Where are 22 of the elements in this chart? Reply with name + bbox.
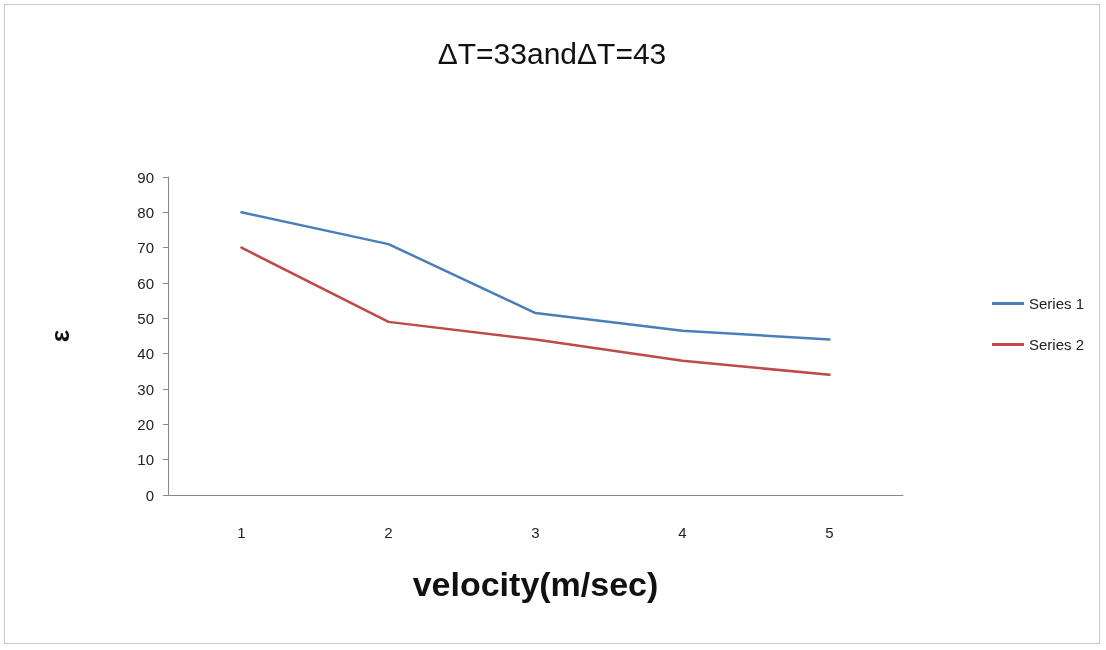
y-tick-label: 40 xyxy=(137,345,154,363)
y-tick-label: 70 xyxy=(137,239,154,257)
x-tick-label: 3 xyxy=(531,524,540,541)
y-tick-label: 30 xyxy=(137,380,154,398)
x-tick-label: 2 xyxy=(384,524,393,541)
line-series xyxy=(240,246,831,377)
line-series xyxy=(240,211,831,341)
x-tick-label: 5 xyxy=(825,524,834,541)
y-tick-label: 10 xyxy=(137,451,154,469)
y-axis-title: ε xyxy=(45,329,75,343)
y-tick-label: 60 xyxy=(137,274,154,292)
y-tick-label: 50 xyxy=(137,309,154,327)
y-tick-label: 20 xyxy=(137,415,154,433)
y-tick-label: 0 xyxy=(145,486,154,504)
legend-label: Series 1 xyxy=(1028,295,1084,312)
legend-label: Series 2 xyxy=(1028,336,1084,353)
y-tick-label: 90 xyxy=(137,168,154,186)
y-tick-label: 80 xyxy=(137,203,154,221)
x-tick-label: 4 xyxy=(678,524,687,541)
chart-title: ΔT=33andΔT=43 xyxy=(437,36,667,70)
x-tick-label: 1 xyxy=(237,524,246,541)
x-axis-title: velocity(m/sec) xyxy=(412,565,659,603)
